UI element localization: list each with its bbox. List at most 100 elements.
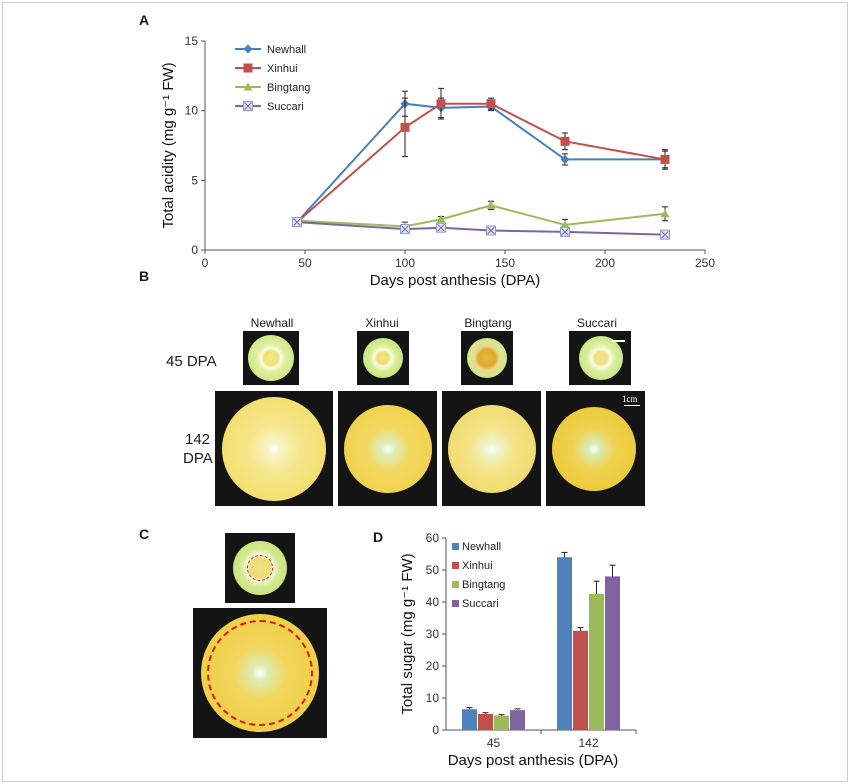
y-tick-label-a: 10 [185, 104, 199, 118]
legend-label-d: Newhall [462, 541, 501, 553]
x-tick-label-d: 45 [487, 736, 501, 750]
legend-item-xinhui: Xinhui [235, 63, 298, 75]
x-tick-label-a: 150 [495, 256, 515, 270]
point-xinhui [486, 99, 496, 109]
photo-bingtang-142dpa [442, 391, 541, 506]
y-tick-label-d: 60 [426, 531, 440, 545]
y-tick-label-d: 40 [426, 595, 440, 609]
bar-newhall-45 [462, 709, 477, 730]
point-newhall [560, 154, 570, 164]
point-xinhui [400, 122, 410, 132]
legend-label-a: Newhall [267, 44, 306, 56]
y-tick-label-d: 30 [426, 627, 440, 641]
bar-succari-45 [510, 710, 525, 730]
line-xinhui [296, 102, 666, 223]
error-bar-d [498, 714, 505, 716]
x-tick-label-d: 142 [578, 736, 598, 750]
juice-sac-boundary-large [207, 620, 313, 726]
series-xinhui [292, 87, 670, 227]
x-tick-label-a: 50 [298, 256, 312, 270]
legend-label-a: Succari [267, 101, 304, 113]
scale-bar-label: 1cm [622, 394, 638, 404]
series-newhall [292, 90, 670, 227]
x-axis-label-a: Days post anthesis (DPA) [370, 272, 541, 289]
point-bingtang [560, 220, 570, 229]
legend-marker-a [243, 63, 253, 73]
cultivar-label-newhall: Newhall [250, 316, 294, 330]
line-bingtang [296, 204, 666, 228]
y-tick-label-d: 50 [426, 563, 440, 577]
point-succari [560, 226, 570, 237]
legend-item-succari: Succari [235, 101, 304, 113]
y-axis-label-a: Total acidity (mg g⁻¹ FW) [160, 62, 177, 228]
y-tick-label-a: 15 [185, 34, 199, 48]
error-bar-d [577, 627, 584, 631]
legend-item-d-succari: Succari [452, 598, 499, 610]
y-tick-label-d: 20 [426, 659, 440, 673]
cultivar-label-bingtang: Bingtang [464, 316, 512, 330]
error-bar-d [466, 707, 473, 710]
legend-item-d-newhall: Newhall [452, 541, 501, 553]
line-succari [296, 221, 666, 236]
error-bar-d [593, 580, 600, 594]
bar-bingtang-45 [494, 715, 509, 730]
x-tick-label-a: 200 [595, 256, 615, 270]
panel-letter-d: D [373, 529, 384, 545]
x-tick-label-a: 100 [395, 256, 415, 270]
panel-letter-c: C [139, 526, 150, 542]
photo-newhall-45dpa [243, 331, 299, 385]
line-newhall [296, 102, 665, 223]
error-bar-d [514, 708, 521, 711]
photo-section-large [193, 608, 327, 738]
juice-sac-boundary-small [247, 555, 273, 581]
legend-item-d-bingtang: Bingtang [452, 579, 505, 591]
legend-marker-a [243, 82, 253, 91]
row-label-45dpa: 45 DPA [166, 353, 217, 370]
row-label-dpa: DPA [183, 450, 213, 467]
photo-section-small [225, 533, 295, 603]
legend-label-d: Bingtang [462, 579, 505, 591]
photo-succari-45dpa [569, 331, 631, 385]
y-tick-label-d: 0 [432, 723, 439, 737]
x-tick-label-a: 0 [202, 256, 209, 270]
panel-letter-b: B [139, 268, 150, 284]
photo-xinhui-45dpa [357, 331, 409, 385]
y-tick-label-a: 5 [191, 173, 198, 187]
cultivar-label-succari: Succari [576, 316, 617, 330]
point-bingtang [436, 214, 446, 223]
photo-newhall-142dpa [215, 391, 333, 506]
bar-newhall-142 [557, 557, 572, 730]
error-bar-d [482, 712, 489, 714]
scale-bar-line [612, 340, 625, 342]
point-xinhui [660, 154, 670, 164]
legend-item-bingtang: Bingtang [235, 82, 310, 94]
legend-marker-a [243, 101, 253, 111]
legend-label-d: Xinhui [462, 560, 493, 572]
x-axis-label-d: Days post anthesis (DPA) [448, 752, 619, 768]
point-succari [486, 225, 496, 236]
legend-item-d-xinhui: Xinhui [452, 560, 493, 572]
photo-succari-142dpa: 1cm [546, 391, 645, 506]
point-bingtang [486, 200, 496, 209]
error-bar-d [561, 551, 568, 558]
sugar-bar-chart: 0 10 20 30 40 50 60 Total sugar (mg g⁻¹ FW) Days… [399, 531, 637, 768]
panel-letter-a: A [139, 12, 150, 28]
bar-bingtang-142 [589, 594, 604, 730]
point-succari [660, 229, 670, 240]
point-succari [400, 224, 410, 235]
legend-label-a: Xinhui [267, 63, 298, 75]
point-xinhui [560, 136, 570, 146]
photo-xinhui-142dpa [338, 391, 437, 506]
y-tick-label-d: 10 [426, 691, 440, 705]
error-bar-d [609, 564, 616, 577]
bar-xinhui-142 [573, 630, 588, 730]
y-tick-label-a: 0 [191, 243, 198, 257]
point-bingtang [660, 209, 670, 218]
row-label-142: 142 [185, 431, 211, 448]
point-succari [436, 222, 446, 233]
legend-label-a: Bingtang [267, 82, 310, 94]
legend-item-newhall: Newhall [235, 44, 306, 56]
cultivar-label-xinhui: Xinhui [365, 316, 399, 330]
